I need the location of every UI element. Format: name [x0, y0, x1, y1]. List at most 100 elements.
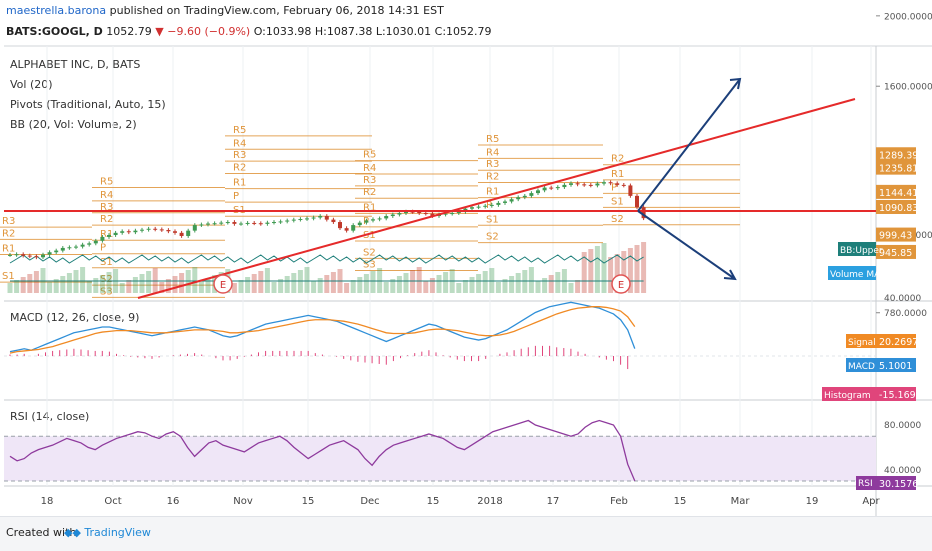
chart-canvas[interactable]: 2000.00001600.00001000.0000780.000018Oct… [0, 0, 932, 516]
symbol: BATS:GOOGL, D [6, 25, 103, 38]
candle-body-47 [318, 216, 323, 218]
pivot-label-1-R3: R3 [100, 202, 113, 213]
macd-pane-label[interactable]: MACD (12, 26, close, 9) [10, 311, 140, 324]
candle-body-32 [219, 222, 224, 224]
volume-bar-66 [443, 272, 449, 293]
volume-bar-42 [284, 276, 290, 293]
rsi-tick-0: 80.0000 [884, 421, 921, 431]
pivot-label-1-S3: S3 [100, 286, 113, 297]
volume-bar-19 [132, 277, 138, 293]
volume-bar-15 [106, 272, 112, 293]
study-label-main[interactable]: ALPHABET INC, D, BATS [10, 58, 141, 71]
candle-body-83 [555, 187, 560, 189]
pivot-label-5-R1: R1 [611, 169, 624, 180]
candle-body-52 [351, 225, 356, 231]
candle-body-16 [113, 232, 118, 236]
pivot-label-0-R3: R3 [2, 216, 15, 227]
macd-legend-name-2: Histogram [824, 391, 871, 401]
volume-bar-51 [344, 283, 350, 293]
candle-body-21 [146, 228, 151, 230]
volume-bar-83 [555, 272, 561, 293]
price-tag-box-1 [876, 160, 916, 175]
candle-body-59 [397, 213, 402, 215]
candle-body-63 [423, 213, 428, 215]
volume-bar-21 [146, 271, 152, 293]
pivot-label-4-S1: S1 [486, 214, 499, 225]
candle-body-96 [641, 207, 646, 219]
volume-bar-91 [608, 257, 614, 293]
candle-body-5 [41, 254, 45, 258]
candle-body-62 [417, 211, 422, 214]
change-arrow-icon: ▼ [155, 25, 164, 38]
rsi-pane-label[interactable]: RSI (14, close) [10, 410, 90, 423]
volume-bar-38 [258, 271, 264, 293]
tradingview-logo[interactable]: ◆◆ TradingView [64, 526, 151, 539]
pivot-label-2-R2: R2 [233, 162, 246, 173]
candle-body-87 [582, 184, 587, 186]
volume-bar-92 [614, 254, 620, 293]
x-tick-label-12: 19 [806, 496, 819, 507]
candle-body-67 [450, 213, 455, 215]
candle-body-11 [80, 244, 85, 247]
rsi-line [9, 419, 636, 482]
volume-bar-9 [66, 273, 72, 293]
pivot-label-2-R4: R4 [233, 138, 246, 149]
volume-bar-54 [363, 274, 369, 293]
bb-upper-line [9, 254, 644, 264]
earnings-label-1: E [618, 280, 624, 291]
bb-upper-tag-label: BB:Upper [840, 246, 883, 256]
volume-bar-0 [7, 283, 13, 293]
pivot-label-3-R5: R5 [363, 150, 376, 161]
candle-body-39 [265, 222, 270, 224]
macd-value-label-0: 20.2697 [879, 337, 918, 348]
pivot-label-3-R2: R2 [363, 187, 376, 198]
pivot-label-4-R4: R4 [486, 147, 499, 158]
candle-body-68 [456, 211, 461, 214]
volume-bar-28 [192, 267, 198, 293]
candle-body-84 [562, 184, 567, 188]
macd-line-signal [9, 306, 636, 354]
x-tick-label-4: 15 [302, 496, 315, 507]
volume-bar-95 [634, 245, 640, 293]
pivot-label-3-R4: R4 [363, 163, 376, 174]
macd-legend-name-0: Signal [848, 338, 876, 348]
pivot-label-4-S2: S2 [486, 232, 499, 243]
volume-bar-6 [47, 282, 53, 293]
volume-bar-45 [304, 267, 310, 293]
volume-bar-53 [357, 277, 363, 293]
volume-bar-68 [456, 283, 462, 293]
study-label-pivots[interactable]: Pivots (Traditional, Auto, 15) [10, 98, 166, 111]
x-tick-label-9: Feb [610, 496, 628, 507]
x-tick-label-3: Nov [233, 496, 253, 507]
candle-body-89 [595, 183, 600, 186]
pivot-label-1-P: P [100, 243, 106, 254]
candle-body-66 [443, 213, 448, 215]
volume-bar-12 [86, 281, 92, 293]
volume-bar-85 [568, 283, 574, 293]
pivot-label-3-S2: S2 [363, 247, 376, 258]
candle-body-72 [483, 205, 488, 207]
candle-body-88 [588, 184, 593, 186]
pivot-label-1-S1: S1 [100, 257, 113, 268]
volume-bar-20 [139, 274, 145, 293]
macd-value-label-1: 5.1001 [879, 361, 912, 372]
volume-bar-65 [436, 275, 442, 293]
study-label-bb[interactable]: BB (20, Vol: Volume, 2) [10, 118, 137, 131]
candle-body-56 [377, 218, 382, 220]
volume-bar-76 [509, 276, 515, 293]
candle-body-6 [47, 252, 52, 255]
x-tick-label-13: Apr [862, 496, 880, 507]
candle-body-3 [27, 255, 32, 257]
study-label-vol[interactable]: Vol (20) [10, 78, 53, 91]
volume-bar-35 [238, 280, 244, 293]
footer: Created with ◆◆ TradingView [0, 516, 932, 551]
volume-bar-46 [311, 281, 317, 293]
author-link[interactable]: maestrella.barona [6, 4, 107, 17]
macd-legend-box-1 [846, 358, 876, 372]
tradingview-brand: TradingView [84, 526, 151, 539]
candle-body-93 [621, 184, 626, 186]
volume-bar-63 [423, 281, 429, 293]
candle-body-29 [199, 224, 204, 226]
volume-bar-14 [99, 275, 105, 293]
volume-bar-81 [542, 278, 548, 293]
